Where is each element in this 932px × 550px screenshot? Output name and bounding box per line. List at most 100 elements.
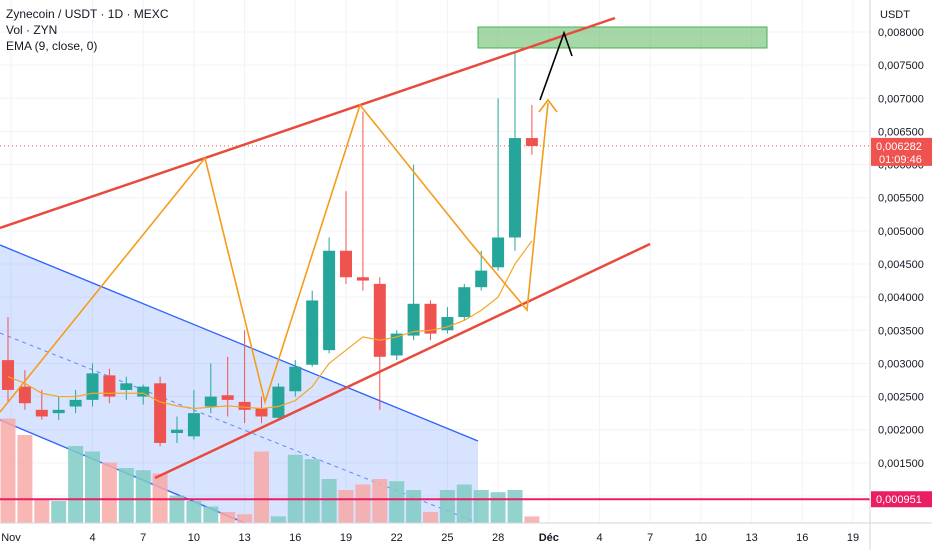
candle-body [154, 383, 167, 443]
symbol-title[interactable]: Zynecoin / USDT · 1D · MEXC [6, 7, 169, 21]
time-tick-label: 10 [695, 532, 707, 544]
price-tick-label: 0,002500 [878, 392, 924, 404]
volume-bar [456, 484, 472, 523]
volume-bar [304, 459, 320, 523]
descending-channel-mid [0, 332, 479, 524]
time-tick-label: Nov [1, 532, 21, 544]
volume-bar [237, 514, 253, 523]
ema-legend[interactable]: EMA (9, close, 0) [6, 39, 98, 53]
level-price-tag-bg [871, 491, 932, 508]
time-tick-label: 19 [340, 532, 352, 544]
candle-body [137, 386, 150, 397]
price-axis[interactable]: 0,0080000,0075000,0070000,0065000,006000… [869, 0, 932, 550]
volume-bar [372, 479, 388, 523]
price-tick-label: 0,005500 [878, 193, 924, 205]
price-tick-label: 0,007000 [878, 93, 924, 105]
price-tick-label: 0,001500 [878, 458, 924, 470]
candle-body [475, 270, 488, 288]
volume-bar [355, 484, 371, 523]
volume-bar [17, 435, 33, 523]
candle-body [204, 396, 217, 407]
candle-body [255, 408, 268, 417]
price-tick-label: 0,004000 [878, 292, 924, 304]
candle-body [238, 401, 251, 410]
time-tick-label: 19 [847, 532, 859, 544]
price-axis-currency[interactable]: USDT [880, 9, 910, 21]
time-axis[interactable]: Nov 4 7 10 13 16 19 22 25 28 Déc 4 7 10 13 16 19 [0, 522, 932, 544]
candle-body [187, 413, 200, 437]
candle-body [424, 303, 437, 334]
zigzag-pattern [0, 102, 549, 413]
price-tick-label: 0,005000 [878, 226, 924, 238]
price-tick-label: 0,003500 [878, 325, 924, 337]
volume-bar [490, 492, 506, 523]
candle-body [2, 360, 14, 390]
price-tick-label: 0,004500 [878, 259, 924, 271]
volume-bar [85, 451, 100, 523]
last-price-tag-countdown: 01:09:46 [879, 154, 922, 166]
volume-bar [186, 501, 202, 523]
volume-bar [287, 454, 303, 523]
level-price-tag: 0,000951 [876, 494, 922, 506]
time-tick-label: 22 [391, 532, 403, 544]
time-tick-label: 13 [745, 532, 757, 544]
volume-bar [203, 506, 219, 523]
price-tick-label: 0,007500 [878, 60, 924, 72]
time-tick-label: 16 [796, 532, 808, 544]
time-tick-label: 4 [596, 532, 602, 544]
volume-bar [507, 490, 523, 523]
candle-body [306, 300, 319, 365]
time-tick-label: 25 [441, 532, 453, 544]
pattern-drawings-back [0, 26, 870, 524]
time-tick-label: Déc [539, 532, 559, 544]
volume-bar [439, 490, 455, 523]
price-tick-label: 0,008000 [878, 27, 924, 39]
candle-body [103, 375, 116, 397]
candle-body [272, 386, 285, 418]
time-tick-label: 28 [492, 532, 504, 544]
last-price-tag: 0,006282 [876, 141, 922, 153]
candle-body [289, 366, 302, 392]
volume-bar [321, 479, 337, 523]
time-tick-label: 7 [140, 532, 146, 544]
candle-body [171, 429, 183, 434]
rising-channel-upper [0, 16, 616, 230]
volume-bar [406, 490, 422, 523]
volume-legend[interactable]: Vol · ZYN [6, 23, 58, 37]
candle-body [356, 277, 369, 281]
candle-body [492, 237, 505, 268]
price-tick-label: 0,002000 [878, 425, 924, 437]
price-tick-label: 0,003000 [878, 358, 924, 370]
candle-body [340, 250, 352, 278]
candle-body [373, 283, 386, 357]
candle-body [35, 409, 48, 417]
time-tick-label: 16 [289, 532, 301, 544]
rising-channel-lower [154, 242, 651, 480]
price-axis-bg [870, 0, 932, 550]
candle-body [69, 399, 82, 407]
last-price-tag-bg [871, 137, 932, 166]
volume-bar [51, 501, 67, 523]
volume-bar [254, 451, 269, 523]
time-tick-label: 10 [188, 532, 200, 544]
price-tick-label: 0,006500 [878, 126, 924, 138]
volume-bar [118, 468, 134, 523]
descending-channel-fill [0, 245, 478, 523]
zigzag-arrowhead [538, 98, 558, 113]
candle-body [390, 333, 403, 356]
volume-bar [68, 446, 84, 523]
candle-body [221, 395, 234, 400]
volume-bar [0, 418, 16, 523]
candle-body [407, 303, 420, 336]
volume-bar [524, 516, 540, 523]
candle-body [323, 250, 336, 351]
legend: Zynecoin / USDT · 1D · MEXC Vol · ZYN EM… [6, 6, 168, 54]
volume-bar [135, 470, 151, 523]
candle-body [18, 386, 31, 404]
volume-bar [270, 516, 286, 523]
volume-bar [34, 498, 50, 523]
target-zone [477, 26, 768, 49]
candle-body [525, 138, 538, 147]
ema9-polyline [7, 240, 533, 410]
